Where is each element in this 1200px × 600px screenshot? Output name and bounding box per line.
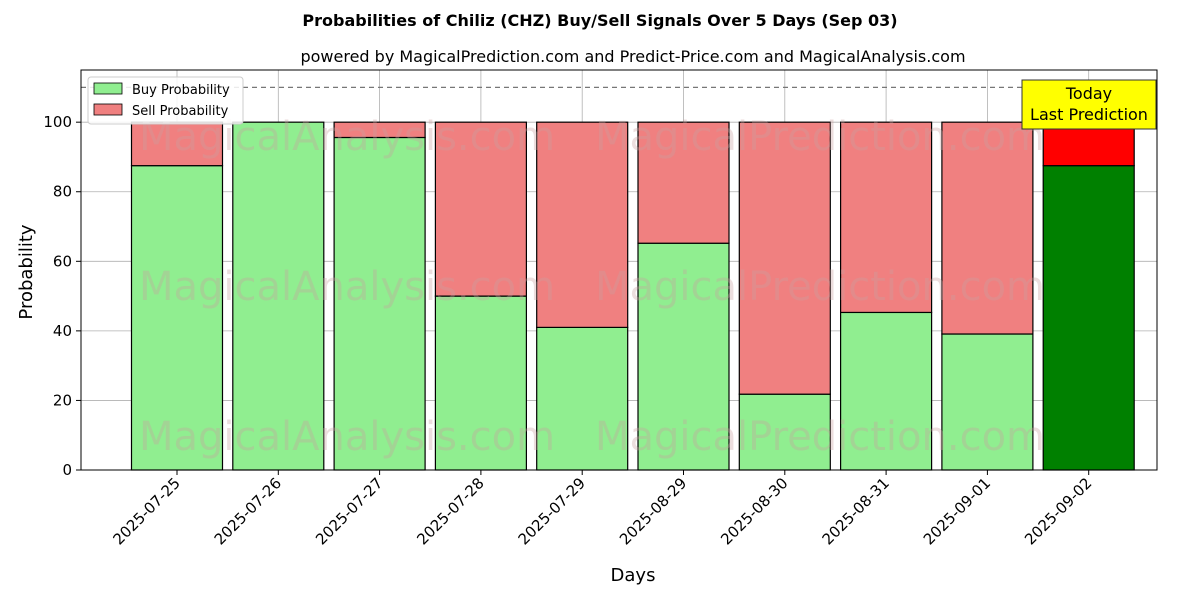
- y-tick-label: 80: [53, 183, 72, 201]
- y-tick-label: 100: [43, 113, 72, 131]
- bar-sell: [434, 121, 527, 297]
- y-tick-label: 40: [53, 322, 72, 340]
- bar-sell: [333, 121, 426, 139]
- legend-label-sell: Sell Probability: [132, 104, 229, 119]
- x-tick-label: 2025-07-28: [413, 474, 487, 548]
- x-tick-label: 2025-09-02: [1021, 474, 1095, 548]
- x-tick-label: 2025-07-26: [211, 474, 285, 548]
- plot-frame: [80, 69, 1158, 471]
- chart-subtitle: powered by MagicalPrediction.com and Pre…: [300, 47, 965, 66]
- bar-sell: [738, 121, 831, 395]
- watermark: MagicalPrediction.com: [595, 264, 1045, 310]
- y-axis-label: Probability: [16, 224, 37, 319]
- legend-swatch-buy: [93, 82, 123, 95]
- bar-buy: [637, 242, 730, 471]
- annotation-line-1: Today: [1065, 84, 1112, 103]
- bar-buy: [1042, 165, 1135, 471]
- chart-title: Probabilities of Chiliz (CHZ) Buy/Sell S…: [302, 11, 897, 30]
- y-tick-label: 60: [53, 252, 72, 270]
- x-tick-label: 2025-08-30: [717, 474, 791, 548]
- annotation-box: [1021, 79, 1157, 130]
- annotation-line-2: Last Prediction: [1030, 105, 1148, 124]
- bar-sell: [839, 121, 933, 314]
- bar-buy: [536, 326, 629, 471]
- x-tick-label: 2025-08-31: [819, 474, 893, 548]
- watermark: MagicalAnalysis.com: [139, 264, 555, 310]
- legend-box: [87, 76, 244, 125]
- watermark: MagicalPrediction.com: [595, 114, 1045, 160]
- y-tick-label: 20: [53, 391, 72, 409]
- legend-label-buy: Buy Probability: [132, 83, 230, 98]
- watermark: MagicalAnalysis.com: [139, 414, 555, 460]
- watermark: MagicalPrediction.com: [595, 414, 1045, 460]
- bar-sell: [536, 121, 629, 328]
- bar-buy: [333, 136, 426, 471]
- x-tick-label: 2025-08-29: [616, 474, 690, 548]
- y-tick-label: 0: [62, 461, 72, 479]
- bar-buy: [738, 393, 831, 471]
- x-axis-label: Days: [611, 565, 656, 586]
- bar-sell: [637, 121, 730, 244]
- bars: [81, 86, 1157, 471]
- today-annotation: Today Last Prediction: [1021, 79, 1157, 130]
- bar-buy: [434, 295, 527, 471]
- bar-sell: [941, 121, 1034, 335]
- legend-swatch-sell: [93, 103, 123, 116]
- bar-buy: [839, 311, 933, 471]
- bar-buy: [130, 165, 224, 471]
- x-tick-label: 2025-09-01: [920, 474, 994, 548]
- legend: Buy Probability Sell Probability: [87, 76, 244, 125]
- x-tick-label: 2025-07-29: [515, 474, 589, 548]
- x-tick-label: 2025-07-27: [312, 474, 386, 548]
- watermarks: MagicalAnalysis.com MagicalPrediction.com…: [139, 114, 1045, 460]
- bar-sell: [130, 121, 224, 167]
- x-tick-label: 2025-07-25: [109, 474, 183, 548]
